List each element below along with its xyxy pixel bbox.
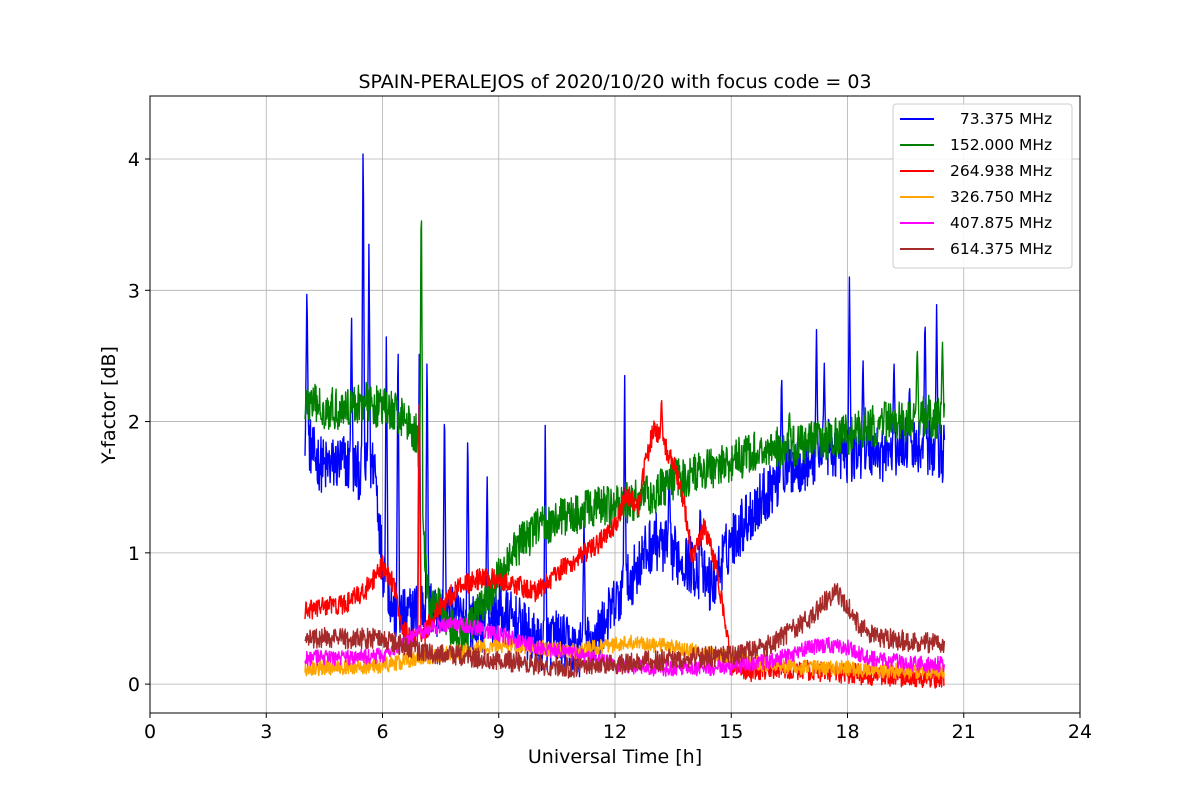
y-tick-label: 2	[128, 412, 140, 434]
x-tick-label: 3	[260, 721, 272, 743]
x-tick-label: 12	[603, 721, 627, 743]
y-axis-label: Y-factor [dB]	[98, 346, 120, 465]
legend-label: 614.375 MHz	[950, 240, 1052, 258]
x-tick-label: 0	[144, 721, 156, 743]
legend-label: 326.750 MHz	[950, 188, 1052, 206]
x-tick-label: 6	[376, 721, 388, 743]
legend-label: 407.875 MHz	[950, 214, 1052, 232]
x-tick-label: 24	[1068, 721, 1092, 743]
series-line-5	[304, 583, 946, 679]
legend-label: 73.375 MHz	[950, 110, 1052, 128]
x-tick-label: 18	[835, 721, 859, 743]
x-axis-label: Universal Time [h]	[528, 746, 702, 768]
y-tick-label: 4	[128, 149, 140, 171]
chart-title: SPAIN-PERALEJOS of 2020/10/20 with focus…	[358, 71, 871, 93]
legend-box	[892, 103, 1073, 269]
series-layer	[304, 153, 946, 689]
series-line-3	[304, 634, 946, 680]
y-tick-label: 0	[128, 674, 140, 696]
y-tick-label: 3	[128, 280, 140, 302]
series-line-4	[304, 616, 946, 677]
legend-label: 152.000 MHz	[950, 136, 1052, 154]
legend: 73.375 MHz 152.000 MHz 264.938 MHz 326.750 …	[892, 103, 1073, 269]
legend-label: 264.938 MHz	[950, 162, 1052, 180]
x-tick-label: 9	[493, 721, 505, 743]
x-tick-label: 15	[719, 721, 743, 743]
y-tick-label: 1	[128, 543, 140, 565]
x-tick-label: 21	[952, 721, 976, 743]
